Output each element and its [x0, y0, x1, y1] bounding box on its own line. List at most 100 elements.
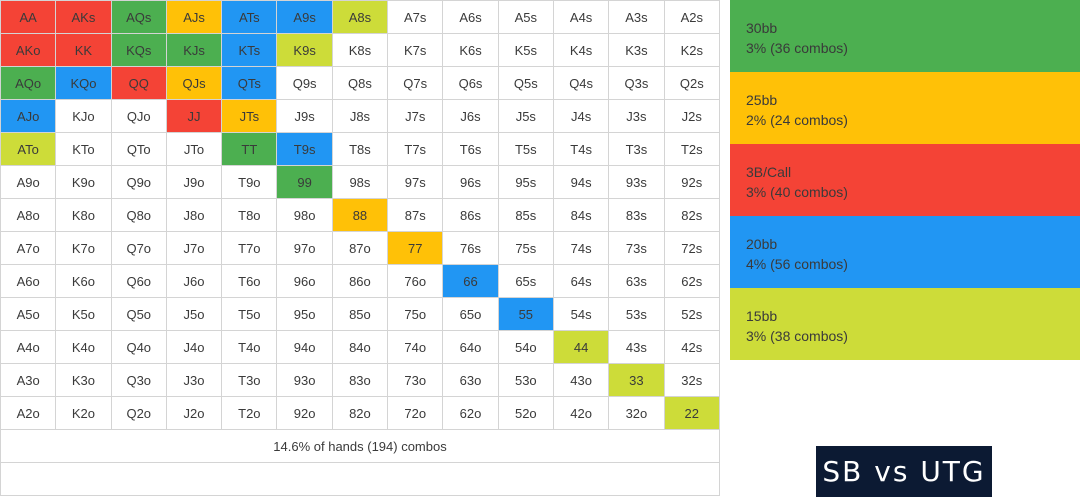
hand-cell: 54s — [552, 297, 610, 331]
hand-cell: 87o — [331, 231, 389, 265]
hand-cell: K7o — [55, 231, 112, 265]
hand-cell: 62o — [442, 396, 499, 430]
hand-cell: QJo — [110, 99, 167, 133]
hand-cell: 64o — [442, 330, 499, 364]
grid-row: A5o K5o Q5o J5o T5o 95o 85o 75o 65o 55 54s 53s 52s — [0, 297, 721, 331]
position-matchup-badge: SB vs UTG — [816, 446, 992, 497]
hand-cell: K4o — [55, 330, 112, 364]
hand-cell: 22 — [663, 396, 721, 430]
hand-cell: K7s — [387, 33, 444, 67]
hand-cell: 32s — [663, 363, 721, 397]
hand-cell: A6o — [0, 264, 57, 298]
hand-cell: QTs — [221, 66, 278, 100]
hand-cell: A5o — [0, 297, 57, 331]
hand-cell: 32o — [608, 396, 665, 430]
hand-cell: 55 — [497, 297, 554, 331]
hand-cell: AQo — [0, 66, 57, 100]
hand-cell: 96o — [276, 264, 333, 298]
hand-cell: ATo — [0, 132, 57, 166]
hand-cell: J6o — [165, 264, 223, 298]
hand-cell: 94s — [552, 165, 610, 199]
hand-cell: 72o — [387, 396, 444, 430]
grid-row: AA AKs AQs AJs ATs A9s A8s A7s A6s A5s A4s A3s A2s — [0, 0, 721, 34]
hand-cell: T2o — [221, 396, 278, 430]
hand-cell: AJs — [165, 0, 223, 34]
grid-row: ATo KTo QTo JTo TT T9s T8s T7s T6s T5s T4s T3s T2s — [0, 132, 721, 166]
hand-cell: 86o — [331, 264, 389, 298]
legend-item-3bet-call: 3B/Call 3% (40 combos) — [730, 144, 1080, 216]
hand-cell: A3s — [608, 0, 665, 34]
legend-label: 3B/Call — [746, 164, 792, 180]
legend-item-20bb: 20bb 4% (56 combos) — [730, 216, 1080, 288]
hand-cell: K9o — [55, 165, 112, 199]
hand-cell: A8o — [0, 198, 57, 232]
hand-cell: 66 — [442, 264, 499, 298]
hand-cell: Q7s — [387, 66, 444, 100]
hand-cell: QJs — [165, 66, 223, 100]
hand-cell: 53s — [608, 297, 665, 331]
hand-cell: 93s — [608, 165, 665, 199]
hand-cell: K6s — [442, 33, 499, 67]
hand-cell: A8s — [331, 0, 389, 34]
hand-cell: J2o — [165, 396, 223, 430]
hand-cell: QQ — [110, 66, 167, 100]
hand-cell: Q8s — [331, 66, 389, 100]
hand-cell: 76s — [442, 231, 499, 265]
hand-cell: T3o — [221, 363, 278, 397]
hand-range-grid: AA AKs AQs AJs ATs A9s A8s A7s A6s A5s A4s A3s A2s AK… — [0, 0, 721, 496]
hand-cell: KJo — [55, 99, 112, 133]
legend-label: 15bb — [746, 308, 778, 324]
hand-cell: Q6s — [442, 66, 499, 100]
hand-cell: 84o — [331, 330, 389, 364]
hand-cell: 63o — [442, 363, 499, 397]
grid-row: A9o K9o Q9o J9o T9o 99 98s 97s 96s 95s 94s 93s 92s — [0, 165, 721, 199]
hand-cell: Q8o — [110, 198, 167, 232]
hand-cell: J7o — [165, 231, 223, 265]
hand-cell: Q5o — [110, 297, 167, 331]
hand-cell: 63s — [608, 264, 665, 298]
hand-cell: 92o — [276, 396, 333, 430]
hand-cell: KTo — [55, 132, 112, 166]
grid-row: A7o K7o Q7o J7o T7o 97o 87o 77 76s 75s 74s 73s 72s — [0, 231, 721, 265]
hand-cell: 52o — [497, 396, 554, 430]
hand-cell: K2o — [55, 396, 112, 430]
hand-cell: Q9o — [110, 165, 167, 199]
hand-cell: T5s — [497, 132, 554, 166]
hand-cell: Q5s — [497, 66, 554, 100]
hand-cell: J5s — [497, 99, 554, 133]
hand-cell: J5o — [165, 297, 223, 331]
hand-cell: Q9s — [276, 66, 333, 100]
legend-item-25bb: 25bb 2% (24 combos) — [730, 72, 1080, 144]
hand-cell: AKs — [55, 0, 112, 34]
hand-cell: 73o — [387, 363, 444, 397]
hand-cell: KQo — [55, 66, 112, 100]
hand-cell: JTo — [165, 132, 223, 166]
hand-cell: J7s — [387, 99, 444, 133]
hand-cell: A7s — [387, 0, 444, 34]
hand-cell: T2s — [663, 132, 721, 166]
hand-cell: A6s — [442, 0, 499, 34]
hand-cell: J8o — [165, 198, 223, 232]
hand-cell: 88 — [331, 198, 389, 232]
hand-cell: 82s — [663, 198, 721, 232]
legend-detail: 3% (38 combos) — [746, 328, 848, 344]
hand-cell: J9o — [165, 165, 223, 199]
hand-cell: 83o — [331, 363, 389, 397]
hand-cell: J4s — [552, 99, 610, 133]
hand-cell: T6o — [221, 264, 278, 298]
hand-cell: 76o — [387, 264, 444, 298]
hand-cell: 73s — [608, 231, 665, 265]
hand-cell: 62s — [663, 264, 721, 298]
hand-cell: Q6o — [110, 264, 167, 298]
grid-row: A3o K3o Q3o J3o T3o 93o 83o 73o 63o 53o 43o 33 32s — [0, 363, 721, 397]
hand-cell: Q3s — [608, 66, 665, 100]
hand-cell: T8s — [331, 132, 389, 166]
hand-cell: A2o — [0, 396, 57, 430]
hand-cell: J4o — [165, 330, 223, 364]
blank-footer-row — [0, 462, 720, 496]
hand-cell: T3s — [608, 132, 665, 166]
hand-cell: 86s — [442, 198, 499, 232]
hand-cell: 83s — [608, 198, 665, 232]
hand-cell: AKo — [0, 33, 57, 67]
hand-cell: 98s — [331, 165, 389, 199]
